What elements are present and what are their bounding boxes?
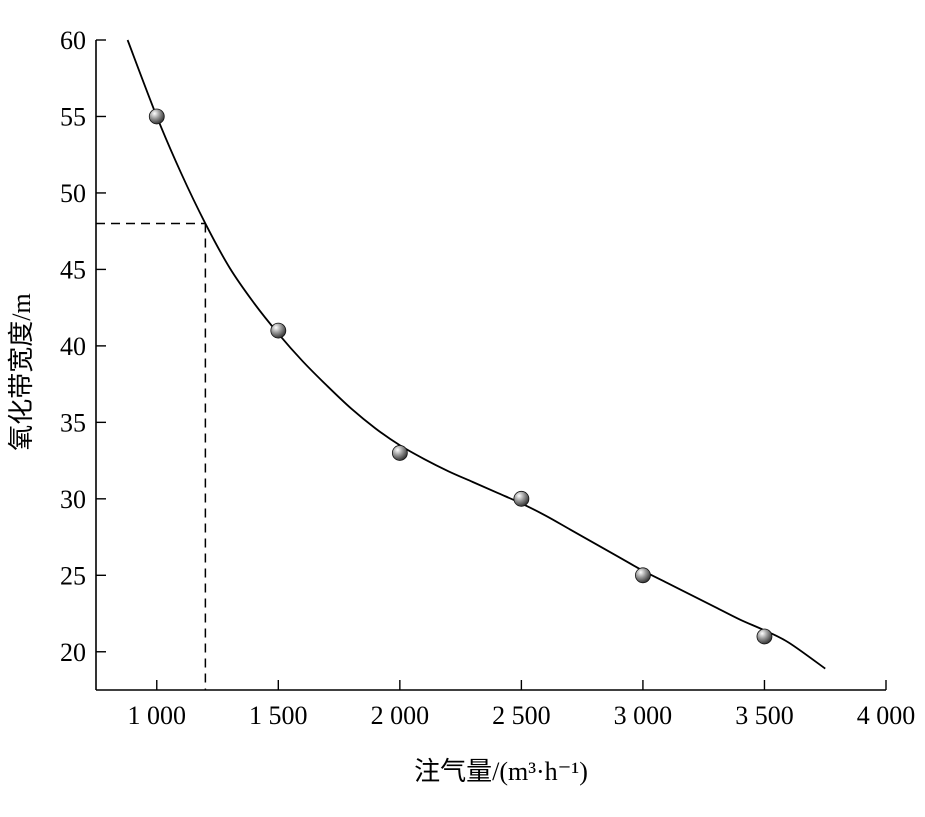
reference-lines — [96, 222, 207, 690]
x-tick-label: 1 500 — [249, 701, 308, 730]
data-point — [635, 567, 651, 584]
fit-curve — [126, 39, 826, 670]
y-tick-label: 45 — [60, 255, 86, 284]
tick-labels-layer: 1 000 1 500 2 000 2 500 3 000 3 500 4 000 20 25 3… — [60, 26, 915, 730]
y-tick-label: 20 — [60, 638, 86, 667]
x-tick-label: 1 000 — [128, 701, 187, 730]
x-tick-label: 2 500 — [492, 701, 551, 730]
y-tick-label: 35 — [60, 408, 86, 437]
x-axis-label: 注气量/(m³·h⁻¹) — [414, 757, 588, 786]
data-point — [513, 490, 530, 507]
y-tick-label: 30 — [60, 485, 86, 514]
x-tick-label: 3 500 — [735, 701, 794, 730]
x-tick-label: 3 000 — [614, 701, 673, 730]
y-tick-label: 25 — [60, 561, 86, 590]
y-tick-label: 50 — [60, 179, 86, 208]
data-point — [148, 108, 165, 125]
data-point — [756, 628, 773, 645]
y-axis-label: 氧化带宽度/m — [7, 293, 36, 450]
data-point — [270, 322, 287, 339]
data-points-layer — [148, 108, 773, 645]
axes — [95, 39, 887, 691]
y-tick-label: 40 — [60, 332, 86, 361]
fit-curve-layer — [126, 39, 826, 670]
y-tick-label: 60 — [60, 26, 86, 55]
y-tick-label: 55 — [60, 102, 86, 131]
x-tick-label: 2 000 — [371, 701, 430, 730]
data-point — [391, 445, 408, 461]
x-tick-label: 4 000 — [857, 701, 916, 730]
